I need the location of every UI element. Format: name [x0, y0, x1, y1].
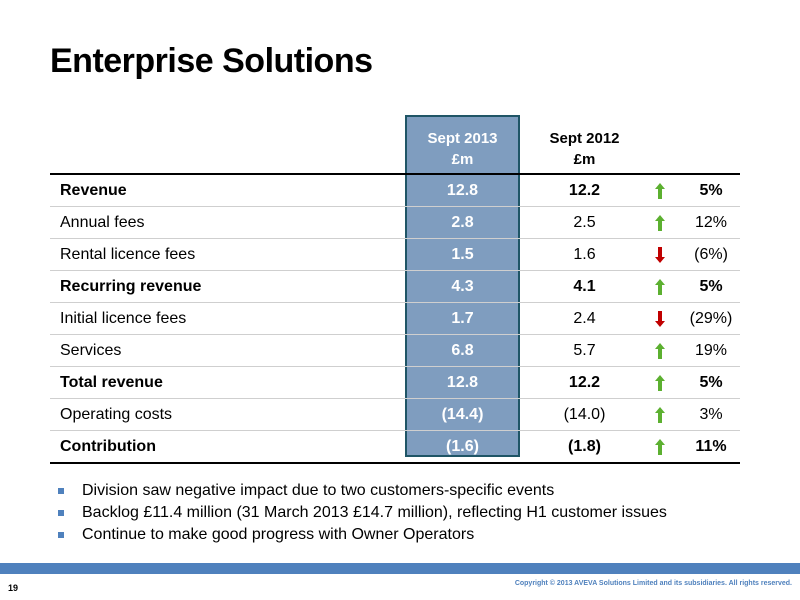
arrow-up-icon	[655, 343, 665, 359]
change-percent: 3%	[699, 406, 723, 423]
arrow-up-icon	[655, 183, 665, 199]
change-percent: 11%	[695, 438, 727, 455]
row-label: Total revenue	[60, 374, 163, 391]
row-label: Rental licence fees	[60, 246, 196, 263]
arrow-up-icon	[655, 215, 665, 231]
value-sept-2013: 12.8	[446, 374, 479, 391]
column-header-year: Sept 2012	[549, 130, 620, 147]
value-sept-2012: (1.8)	[568, 438, 601, 455]
column-header-unit: £m	[573, 151, 596, 168]
bullet-square-icon	[58, 488, 64, 494]
arrow-up-icon	[655, 439, 665, 455]
row-label: Operating costs	[60, 406, 173, 423]
value-sept-2012: 1.6	[573, 246, 596, 263]
row-label: Initial licence fees	[60, 310, 187, 327]
bullet-square-icon	[58, 510, 64, 516]
column-header-sept-2013: Sept 2013 £m	[405, 128, 520, 170]
change-percent: 5%	[699, 374, 723, 391]
table-row: Total revenue 12.8 12.2 5%	[50, 367, 740, 399]
column-header-year: Sept 2013	[427, 130, 498, 147]
value-sept-2013: (14.4)	[441, 406, 484, 423]
arrow-up-icon	[655, 279, 665, 295]
value-sept-2013: 1.5	[451, 246, 474, 263]
highlight-column	[405, 115, 520, 457]
table-row: Services 6.8 5.7 19%	[50, 335, 740, 367]
column-header-unit: £m	[451, 151, 474, 168]
change-percent: 5%	[699, 278, 723, 295]
table-row: Rental licence fees 1.5 1.6 (6%)	[50, 239, 740, 271]
page-number: 19	[8, 583, 19, 593]
bullet-item: Continue to make good progress with Owne…	[58, 524, 667, 546]
row-label: Recurring revenue	[60, 278, 202, 295]
bullet-text: Backlog £11.4 million (31 March 2013 £14…	[82, 504, 667, 521]
bullet-item: Backlog £11.4 million (31 March 2013 £14…	[58, 502, 667, 524]
column-header-sept-2012: Sept 2012 £m	[527, 128, 642, 170]
copyright-notice: Copyright © 2013 AVEVA Solutions Limited…	[514, 580, 792, 587]
value-sept-2013: 6.8	[451, 342, 474, 359]
table-row: Contribution (1.6) (1.8) 11%	[50, 431, 740, 464]
table-row: Initial licence fees 1.7 2.4 (29%)	[50, 303, 740, 335]
bullet-text: Continue to make good progress with Owne…	[82, 526, 475, 543]
value-sept-2012: 12.2	[568, 182, 601, 199]
table-row: Operating costs (14.4) (14.0) 3%	[50, 399, 740, 431]
change-percent: (6%)	[694, 246, 728, 263]
value-sept-2012: 5.7	[573, 342, 596, 359]
arrow-up-icon	[655, 407, 665, 423]
value-sept-2013: (1.6)	[446, 438, 479, 455]
bullet-square-icon	[58, 532, 64, 538]
change-percent: 19%	[694, 342, 728, 359]
financial-table: Revenue 12.8 12.2 5% Annual fees 2.8 2.5…	[50, 173, 740, 464]
value-sept-2012: 2.4	[573, 310, 596, 327]
value-sept-2012: 2.5	[573, 214, 596, 231]
slide-title: Enterprise Solutions	[50, 42, 373, 80]
footer-bar	[0, 563, 800, 574]
arrow-down-icon	[655, 247, 665, 263]
value-sept-2012: 12.2	[568, 374, 601, 391]
table-row: Annual fees 2.8 2.5 12%	[50, 207, 740, 239]
value-sept-2012: 4.1	[573, 278, 596, 295]
change-percent: (29%)	[689, 310, 733, 327]
value-sept-2013: 4.3	[451, 278, 474, 295]
value-sept-2013: 12.8	[446, 182, 479, 199]
table-row: Recurring revenue 4.3 4.1 5%	[50, 271, 740, 303]
row-label: Contribution	[60, 438, 156, 455]
value-sept-2013: 2.8	[451, 214, 474, 231]
value-sept-2012: (14.0)	[563, 406, 606, 423]
bullet-list: Division saw negative impact due to two …	[58, 480, 667, 546]
bullet-text: Division saw negative impact due to two …	[82, 482, 555, 499]
bullet-item: Division saw negative impact due to two …	[58, 480, 667, 502]
value-sept-2013: 1.7	[451, 310, 474, 327]
change-percent: 12%	[694, 214, 728, 231]
arrow-down-icon	[655, 311, 665, 327]
row-label: Annual fees	[60, 214, 145, 231]
arrow-up-icon	[655, 375, 665, 391]
table-row: Revenue 12.8 12.2 5%	[50, 173, 740, 207]
row-label: Revenue	[60, 182, 127, 199]
row-label: Services	[60, 342, 122, 359]
change-percent: 5%	[699, 182, 723, 199]
